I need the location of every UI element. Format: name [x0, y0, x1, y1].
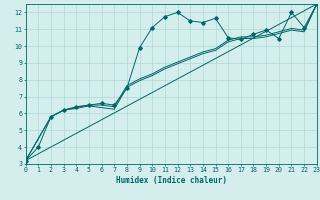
X-axis label: Humidex (Indice chaleur): Humidex (Indice chaleur) [116, 176, 227, 185]
